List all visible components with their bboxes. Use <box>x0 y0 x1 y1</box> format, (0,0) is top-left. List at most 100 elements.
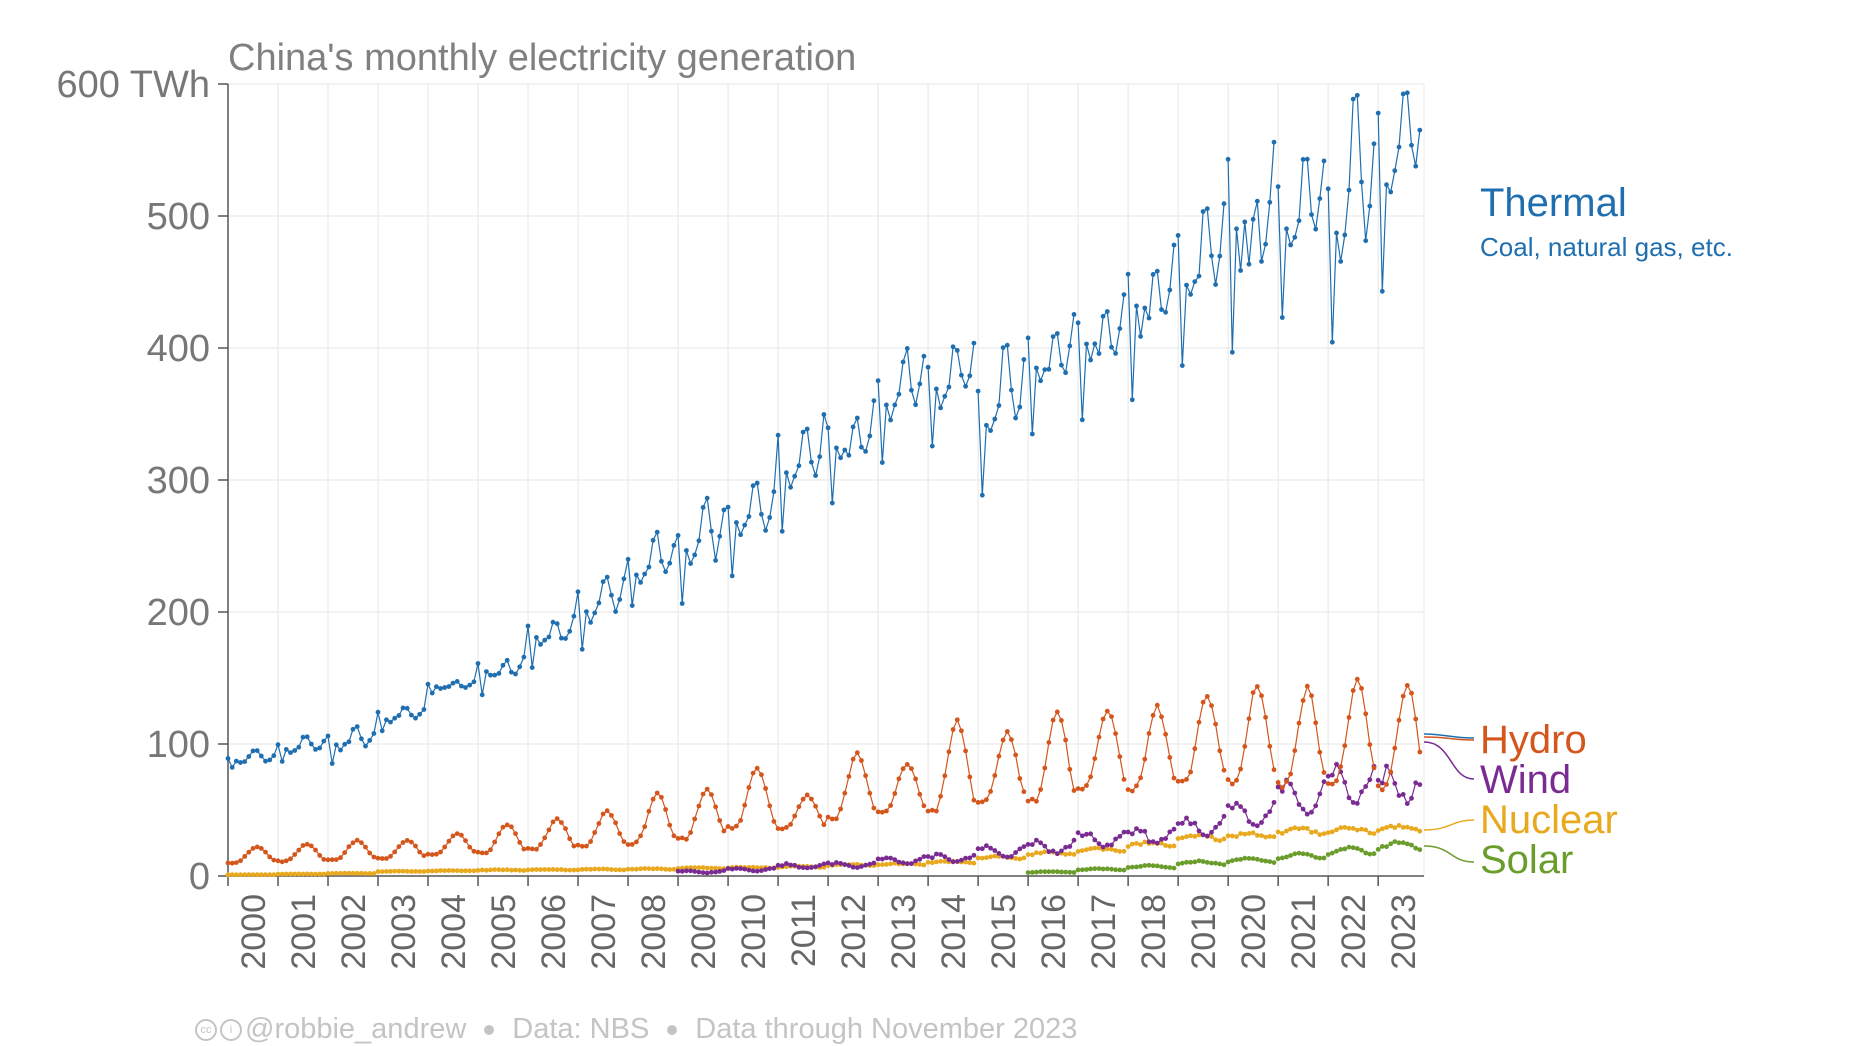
nuclear-point <box>354 870 360 876</box>
hydro-point <box>713 804 718 810</box>
wind-point <box>1071 837 1077 843</box>
wind-point <box>1400 792 1406 797</box>
wind-point <box>942 854 948 860</box>
hydro-point <box>613 820 618 826</box>
solar-point <box>1125 865 1131 870</box>
hydro-point <box>642 824 648 830</box>
wind-point <box>1242 808 1248 814</box>
nuclear-point <box>554 867 560 873</box>
thermal-point <box>538 642 543 647</box>
solar-point <box>1063 869 1068 875</box>
nuclear-point <box>371 871 377 876</box>
solar-point <box>1088 866 1093 872</box>
x-tick-label: 2003 <box>385 894 423 970</box>
wind-point <box>1375 777 1381 783</box>
hydro-point <box>738 818 743 823</box>
hydro-point <box>517 840 523 845</box>
hydro-point <box>354 837 360 843</box>
solar-point <box>1417 847 1423 853</box>
wind-point <box>1109 842 1114 848</box>
thermal-point <box>292 748 298 753</box>
thermal-point <box>554 621 560 627</box>
nuclear-point <box>1313 829 1319 834</box>
thermal-point <box>1309 212 1314 218</box>
thermal-point <box>1371 141 1377 147</box>
nuclear-point <box>1263 834 1268 840</box>
hydro-point <box>1104 708 1110 714</box>
hydro-point <box>438 849 443 855</box>
hydro-point <box>1088 774 1093 780</box>
hydro-point <box>250 846 256 851</box>
thermal-point <box>967 373 973 379</box>
solar-point <box>1092 866 1098 872</box>
thermal-point <box>721 507 727 513</box>
solar-point <box>1121 867 1127 873</box>
thermal-point <box>1267 199 1273 205</box>
thermal-point <box>325 733 331 739</box>
thermal-point <box>1154 268 1160 274</box>
nuclear-point <box>267 872 273 878</box>
solar-point <box>1296 850 1302 856</box>
thermal-point <box>467 682 473 688</box>
wind-point <box>1363 784 1369 789</box>
chart-title: China's monthly electricity generation <box>228 37 856 79</box>
thermal-point <box>979 492 985 498</box>
thermal-point <box>1296 218 1302 224</box>
thermal-point <box>942 393 948 399</box>
thermal-point <box>913 402 918 408</box>
solar-point <box>1267 859 1273 864</box>
hydro-point <box>459 832 464 838</box>
thermal-point <box>621 576 627 582</box>
thermal-point <box>271 753 277 759</box>
thermal-point <box>859 444 864 450</box>
nuclear-point <box>471 868 477 874</box>
x-tick-label: 2009 <box>685 894 723 970</box>
legend-thermal: Thermal <box>1480 181 1627 225</box>
wind-point <box>913 858 918 864</box>
thermal-point <box>1188 292 1193 297</box>
solar-point <box>1217 861 1223 867</box>
hydro-point <box>342 850 348 855</box>
hydro-point <box>1342 743 1348 749</box>
wind-point <box>1017 846 1023 852</box>
solar-point <box>1350 845 1356 851</box>
hydro-point <box>488 847 493 853</box>
thermal-point <box>559 635 564 641</box>
thermal-point <box>479 692 485 698</box>
hydro-point <box>1388 769 1394 775</box>
nuclear-point <box>321 871 327 877</box>
hydro-point <box>484 850 489 856</box>
solar-point <box>1134 864 1139 870</box>
wind-point <box>938 852 943 857</box>
thermal-point <box>1100 313 1106 319</box>
nuclear-point <box>971 860 977 866</box>
nuclear-point <box>317 871 323 877</box>
wind-point <box>1188 821 1193 827</box>
thermal-point <box>1396 144 1402 150</box>
solar-point <box>1271 860 1277 865</box>
thermal-point <box>946 384 952 390</box>
solar-point <box>1284 854 1289 860</box>
thermal-point <box>267 757 273 763</box>
nuclear-point <box>1259 833 1264 838</box>
series-group <box>225 90 1423 878</box>
nuclear-point <box>1063 852 1068 857</box>
hydro-point <box>1329 781 1335 787</box>
wind-point <box>834 860 839 865</box>
thermal-point <box>788 484 793 490</box>
wind-point <box>754 868 760 874</box>
thermal-point <box>792 473 798 479</box>
wind-point <box>846 863 852 868</box>
legend-wind: Wind <box>1480 758 1571 802</box>
wind-point <box>775 862 781 868</box>
x-tick-label: 2015 <box>985 894 1023 970</box>
thermal-point <box>742 522 748 528</box>
thermal-point <box>400 705 406 711</box>
solar-point <box>1175 861 1181 867</box>
solar-point <box>1192 859 1198 865</box>
hydro-point <box>417 849 423 855</box>
thermal-point <box>571 613 577 619</box>
wind-point <box>1263 813 1268 819</box>
nuclear-point <box>1367 830 1373 836</box>
nuclear-point <box>1175 836 1181 841</box>
